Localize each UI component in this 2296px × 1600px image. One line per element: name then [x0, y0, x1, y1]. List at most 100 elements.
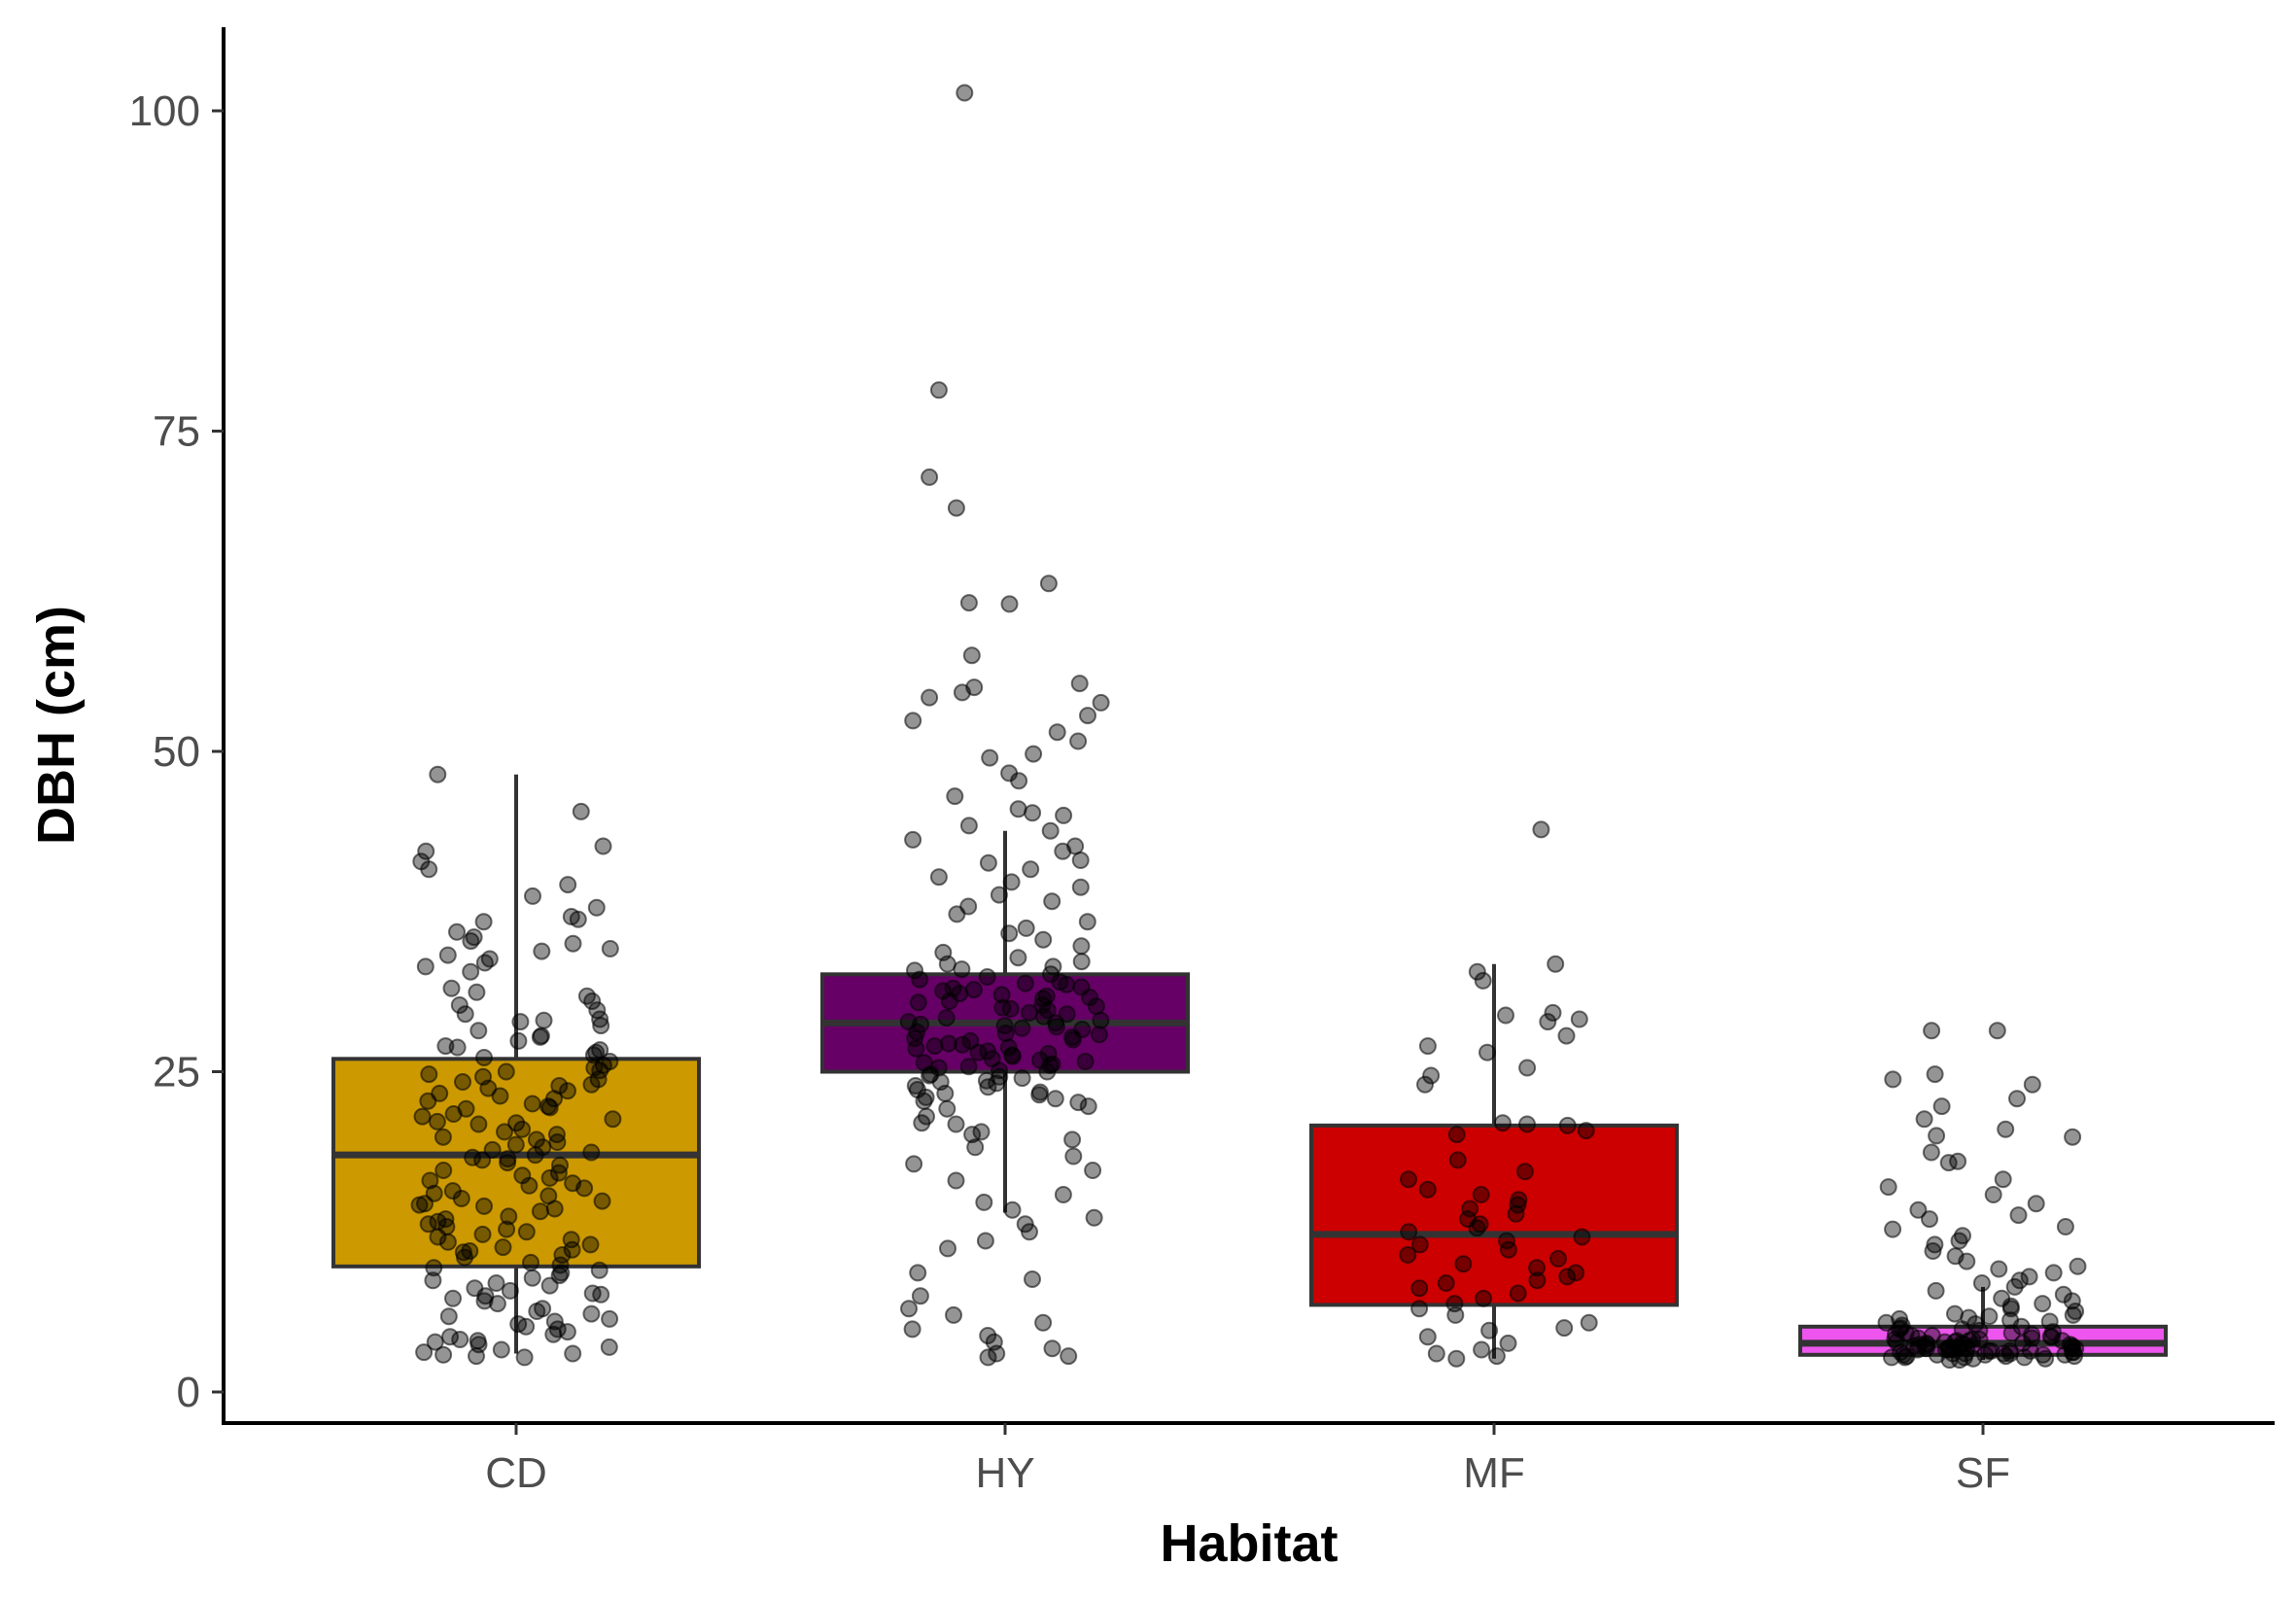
data-point [575, 1179, 594, 1198]
data-point [1970, 1321, 1989, 1339]
data-point [964, 981, 983, 999]
data-point [517, 1317, 536, 1336]
data-point [1909, 1200, 1928, 1219]
data-point [1054, 842, 1072, 860]
points-CD [410, 765, 622, 1367]
data-point [548, 1133, 567, 1151]
y-tick-label-50: 50 [153, 728, 200, 776]
data-point [1570, 1010, 1588, 1028]
data-point [442, 979, 461, 997]
data-point [551, 1256, 570, 1274]
data-point [906, 1029, 924, 1048]
data-point [439, 1307, 458, 1326]
data-point [1063, 1130, 1082, 1149]
data-point [2023, 1329, 2041, 1347]
data-point [1454, 1255, 1473, 1273]
data-point [1003, 1200, 1022, 1219]
data-point [977, 1071, 995, 1090]
data-point [1926, 1065, 1944, 1084]
data-point [1000, 595, 1019, 613]
data-point [1427, 1344, 1445, 1363]
data-point [959, 1058, 978, 1076]
data-point [979, 1078, 997, 1096]
data-point [921, 468, 939, 486]
data-point [535, 1011, 553, 1029]
data-point [592, 1285, 610, 1304]
data-point [590, 1261, 609, 1279]
plot-area [331, 84, 2168, 1369]
data-point [604, 1110, 622, 1129]
data-point [1932, 1097, 1951, 1116]
data-point [581, 1235, 600, 1254]
data-point [499, 1150, 517, 1168]
data-point [1090, 1026, 1108, 1044]
data-point [1549, 1249, 1567, 1268]
data-point [558, 1323, 576, 1341]
data-point [1002, 873, 1021, 891]
data-point [1480, 1321, 1499, 1339]
data-point [494, 1238, 512, 1257]
data-point [564, 934, 582, 953]
box-group-HY [820, 84, 1190, 1367]
data-point [507, 1114, 526, 1132]
y-tick-label-100: 100 [129, 87, 200, 135]
data-point [911, 1287, 929, 1305]
data-point [976, 1232, 994, 1250]
points-HY [899, 84, 1110, 1367]
data-point [1399, 1246, 1417, 1264]
data-point [1071, 852, 1090, 869]
data-point [1416, 1075, 1434, 1094]
data-point [2015, 1348, 2034, 1367]
data-point [429, 1228, 447, 1246]
y-tick-label-75: 75 [153, 408, 200, 456]
data-point [550, 1077, 569, 1095]
data-point [501, 1281, 519, 1300]
data-point [1085, 1208, 1103, 1227]
ticks: CD HY MF SF 0 25 50 75 100 [129, 87, 2011, 1497]
data-point [582, 1143, 601, 1162]
data-point [2020, 1268, 2038, 1286]
data-point [1054, 1186, 1072, 1203]
data-point [593, 1192, 611, 1210]
data-point [1030, 1086, 1049, 1104]
data-point [476, 1287, 495, 1305]
data-point [2008, 1090, 2026, 1108]
data-point [1016, 974, 1034, 992]
data-point [1493, 1114, 1512, 1132]
data-point [1547, 955, 1565, 973]
data-point [953, 683, 971, 702]
data-point [1022, 860, 1040, 879]
data-point [549, 1164, 568, 1182]
box-MF [1309, 1123, 1679, 1307]
data-point [1478, 1043, 1496, 1061]
data-point [601, 1309, 619, 1328]
data-point [1037, 987, 1056, 1005]
data-point [1072, 937, 1091, 956]
data-point [491, 1087, 509, 1105]
data-point [925, 1037, 944, 1056]
data-point [487, 1274, 505, 1292]
data-point [1972, 1274, 1991, 1292]
data-point [945, 1305, 962, 1324]
data-point [1000, 924, 1019, 943]
data-point [944, 979, 962, 997]
data-point [421, 1171, 439, 1190]
data-point [480, 950, 499, 968]
axes [222, 27, 2275, 1425]
data-point [947, 499, 965, 517]
data-point [1474, 971, 1492, 990]
data-point [939, 1239, 957, 1258]
data-point [600, 1338, 618, 1356]
data-point [959, 817, 978, 835]
data-point [904, 712, 922, 730]
data-point [947, 1171, 965, 1190]
data-point [451, 1331, 470, 1348]
data-point [1539, 1013, 1557, 1031]
data-point [1447, 1126, 1466, 1144]
x-tick-label-SF: SF [1956, 1449, 2010, 1497]
data-point [420, 1065, 438, 1084]
data-point [470, 1022, 488, 1040]
data-point [461, 1242, 479, 1260]
data-point [1473, 1340, 1491, 1359]
data-point [470, 1115, 488, 1133]
